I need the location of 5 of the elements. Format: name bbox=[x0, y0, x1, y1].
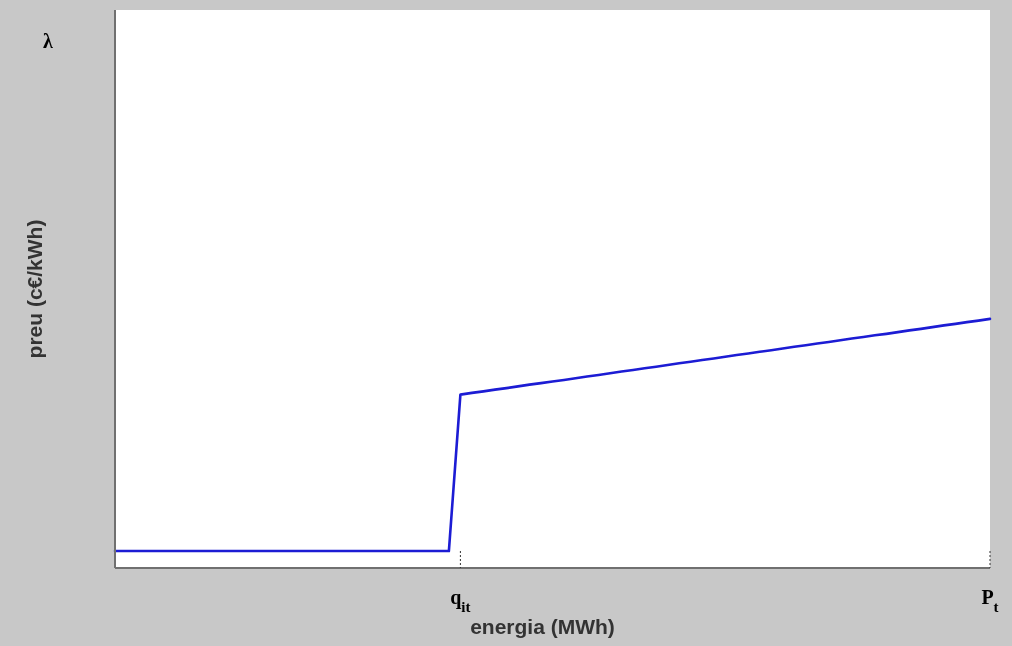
x-tick-label: q$_{it}$ bbox=[450, 586, 471, 615]
y-axis-title: preu (c€/kWh) bbox=[23, 219, 46, 359]
x-tick-label: P$_{t}$ bbox=[981, 586, 999, 615]
x-axis-title: energia (MWh) bbox=[470, 615, 615, 638]
text: λ bbox=[43, 30, 54, 52]
